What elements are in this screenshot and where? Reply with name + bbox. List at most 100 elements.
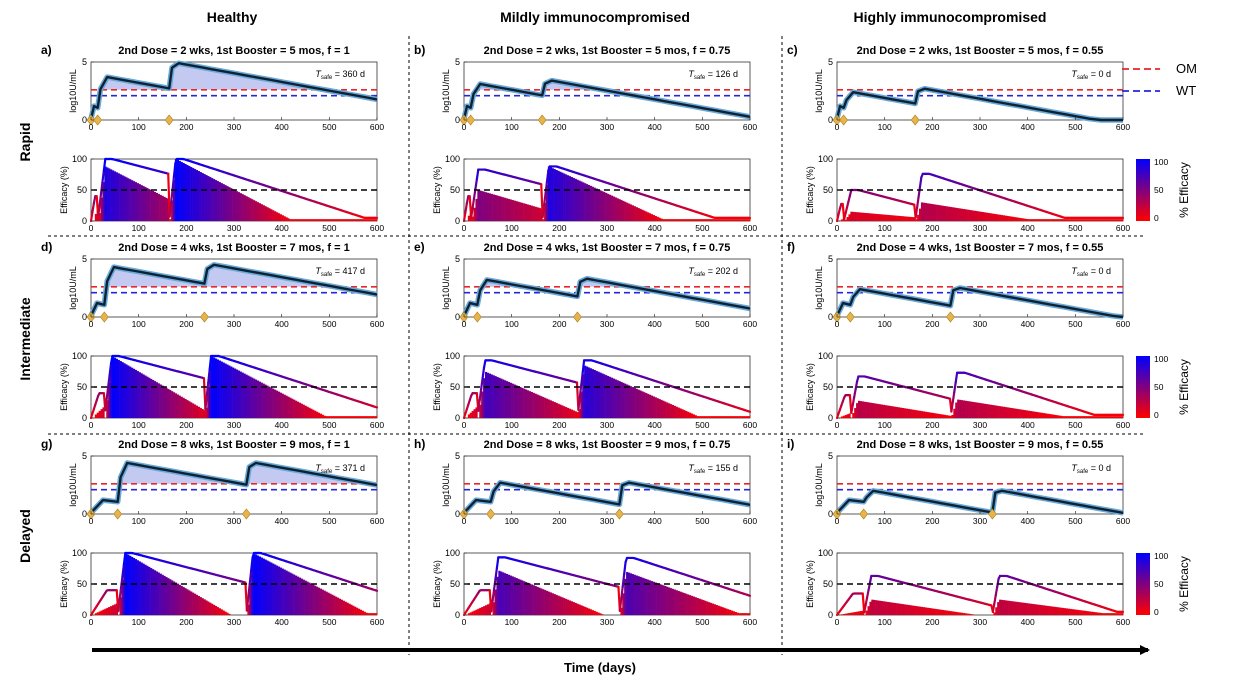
efficacy-bar [674,219,676,221]
efficacy-bar [146,377,148,418]
efficacy-bar [691,596,693,615]
efficacy-bar [198,407,200,418]
efficacy-bar [1018,602,1020,615]
antibody-x-tick-label: 300 [973,516,987,526]
efficacy-ylabel: Efficacy (%) [59,166,69,214]
efficacy-bar [942,206,944,221]
efficacy-bar [1073,609,1075,615]
efficacy-bar [668,587,670,615]
efficacy-bar [908,409,910,418]
efficacy-bar [940,205,942,221]
efficacy-bar [1020,602,1022,615]
efficacy-bar [1001,406,1003,418]
efficacy-bar [1106,219,1108,221]
efficacy-curve-segment [954,382,955,392]
efficacy-bar [699,599,701,615]
efficacy-curve-segment [98,206,99,218]
efficacy-bar [617,380,619,418]
efficacy-bar [573,602,575,615]
efficacy-bar [495,589,497,615]
efficacy-bar [255,555,257,615]
efficacy-bar [177,395,179,418]
efficacy-bar [638,576,640,615]
efficacy-x-tick-label: 300 [973,223,987,233]
antibody-x-tick-label: 600 [743,516,757,526]
efficacy-bar [1072,416,1074,418]
efficacy-bar [188,166,190,221]
efficacy-bar [892,603,894,615]
y-tick-label: 0 [828,610,833,620]
efficacy-bar [848,414,850,418]
efficacy-bar [165,388,167,418]
efficacy-bar [972,402,974,418]
panels: a)2nd Dose = 2 wks, 1st Booster = 5 mos,… [41,43,1130,627]
efficacy-bar [1091,416,1093,418]
antibody-x-tick-label: 400 [648,516,662,526]
efficacy-bar [636,389,638,418]
panel-label: c) [787,43,798,57]
efficacy-x-tick-label: 400 [275,223,289,233]
efficacy-bar [919,209,921,221]
efficacy-bar [708,219,710,221]
efficacy-bar [131,180,133,221]
efficacy-bar [909,217,911,221]
efficacy-bar [1073,219,1075,221]
efficacy-bar [272,564,274,615]
efficacy-bar [737,219,739,221]
efficacy-bar [576,180,578,221]
efficacy-bar [350,416,352,418]
efficacy-bar [590,186,592,221]
efficacy-bar [845,415,847,418]
efficacy-bar [364,416,366,418]
efficacy-bar [287,572,289,615]
efficacy-bar [554,169,556,221]
efficacy-bar [1112,219,1114,221]
efficacy-bar [744,613,746,615]
efficacy-bar [346,603,348,615]
efficacy-bar [1119,219,1121,221]
efficacy-bar [274,565,276,615]
efficacy-bar [183,163,185,221]
efficacy-bar [1045,219,1047,221]
efficacy-bar [586,608,588,615]
efficacy-bar [552,593,554,615]
efficacy-bar [158,573,160,615]
efficacy-bar [137,560,139,615]
efficacy-bar [1121,416,1123,418]
efficacy-bar [879,404,881,418]
efficacy-bar [211,178,213,221]
panel: h)2nd Dose = 8 wks, 1st Booster = 9 mos,… [414,437,757,627]
efficacy-curve-segment [104,159,105,171]
efficacy-curve-segment [124,553,125,565]
efficacy-bar [285,571,287,615]
efficacy-bar [502,572,504,615]
efficacy-bar [716,605,718,615]
efficacy-bar [951,207,953,221]
efficacy-bar [343,601,345,615]
efficacy-bar [1121,219,1123,221]
efficacy-bar [917,410,919,418]
efficacy-bar [548,400,550,418]
efficacy-bar [282,569,284,615]
efficacy-bar [607,194,609,221]
efficacy-bar [561,597,563,615]
efficacy-bar [133,369,135,418]
efficacy-bar [348,416,350,418]
efficacy-bar [475,199,477,221]
efficacy-bar [951,415,953,418]
efficacy-bar [306,407,308,418]
efficacy-bar [951,611,953,615]
efficacy-bar [898,216,900,221]
efficacy-bar [263,384,265,418]
efficacy-bar [995,406,997,418]
efficacy-bar [175,393,177,418]
efficacy-bar [955,208,957,221]
colorbar-tick-label: 0 [1154,213,1159,223]
efficacy-bar [481,607,483,615]
efficacy-bar [308,408,310,418]
efficacy-bar [291,219,293,221]
efficacy-bar [967,614,969,615]
efficacy-bar [366,416,368,418]
efficacy-bar [683,219,685,221]
efficacy-bar [944,610,946,615]
